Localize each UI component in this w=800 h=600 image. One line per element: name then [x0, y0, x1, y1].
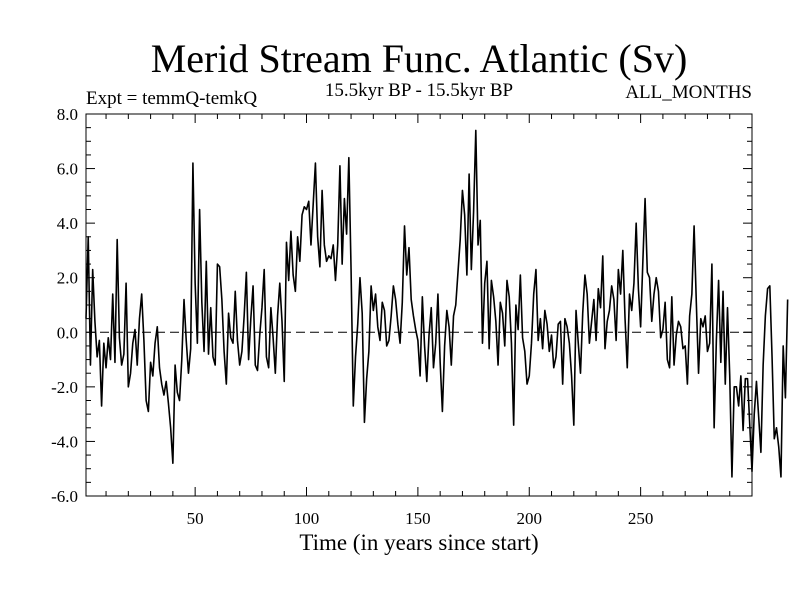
y-tick-label: 6.0 [57, 160, 78, 179]
x-tick-label: 250 [628, 509, 654, 528]
experiment-label: Expt = temmQ-temkQ [86, 88, 257, 109]
months-label: ALL_MONTHS [625, 82, 752, 103]
plot-frame [85, 113, 753, 497]
y-tick-label: -6.0 [51, 487, 78, 506]
x-tick-label: 150 [405, 509, 431, 528]
y-tick-label: 0.0 [57, 323, 78, 342]
x-axis-label: Time (in years since start) [299, 530, 538, 555]
y-tick-label: -2.0 [51, 378, 78, 397]
x-tick-label: 50 [187, 509, 204, 528]
plot-area [85, 129, 789, 478]
series-line [85, 129, 789, 478]
chart-title: Merid Stream Func. Atlantic (Sv) [151, 36, 688, 81]
period-label: 15.5kyr BP - 15.5kyr BP [325, 80, 513, 101]
y-tick-label: 2.0 [57, 269, 78, 288]
y-tick-label: -4.0 [51, 432, 78, 451]
y-tick-label: 4.0 [57, 214, 78, 233]
y-tick-label: 8.0 [57, 105, 78, 124]
x-tick-label: 100 [294, 509, 320, 528]
x-tick-label: 200 [517, 509, 543, 528]
